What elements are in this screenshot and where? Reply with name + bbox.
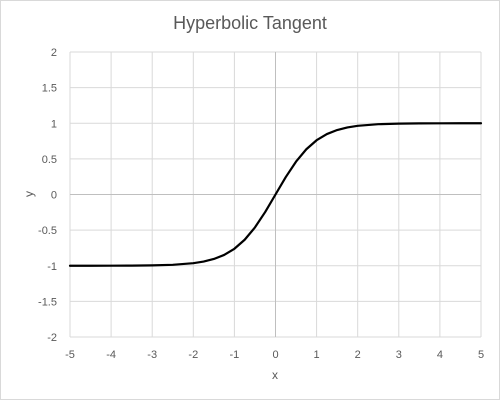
y-tick-label: 1 <box>51 118 57 130</box>
y-tick-label: 0 <box>51 190 57 202</box>
x-tick-label: -3 <box>147 349 157 361</box>
y-tick-label: -1.5 <box>38 296 57 308</box>
series-layer <box>68 122 483 267</box>
y-tick-label: -2 <box>47 332 57 344</box>
x-tick-label: -4 <box>106 349 116 361</box>
x-tick-label: -5 <box>65 349 75 361</box>
x-tick-label: 1 <box>314 349 320 361</box>
chart-title: Hyperbolic Tangent <box>173 13 327 33</box>
x-tick-label: 2 <box>355 349 361 361</box>
y-axis-title: y <box>22 191 36 197</box>
x-tick-labels: -5 -4 -3 -2 -1 0 1 2 3 4 5 <box>65 349 484 361</box>
y-tick-label: -0.5 <box>38 225 57 237</box>
x-tick-label: -2 <box>188 349 198 361</box>
x-tick-label: 5 <box>478 349 484 361</box>
y-tick-labels: -2 -1.5 -1 -0.5 0 0.5 1 1.5 2 <box>38 47 57 344</box>
x-tick-label: 4 <box>437 349 443 361</box>
y-tick-label: -1 <box>47 261 57 273</box>
y-tick-label: 2 <box>51 47 57 59</box>
x-tick-label: 0 <box>272 349 278 361</box>
y-tick-label: 1.5 <box>42 83 57 95</box>
x-tick-label: -1 <box>230 349 240 361</box>
x-tick-label: 3 <box>396 349 402 361</box>
x-axis-title: x <box>272 368 278 382</box>
y-tick-label: 0.5 <box>42 154 57 166</box>
series-line <box>68 122 483 267</box>
